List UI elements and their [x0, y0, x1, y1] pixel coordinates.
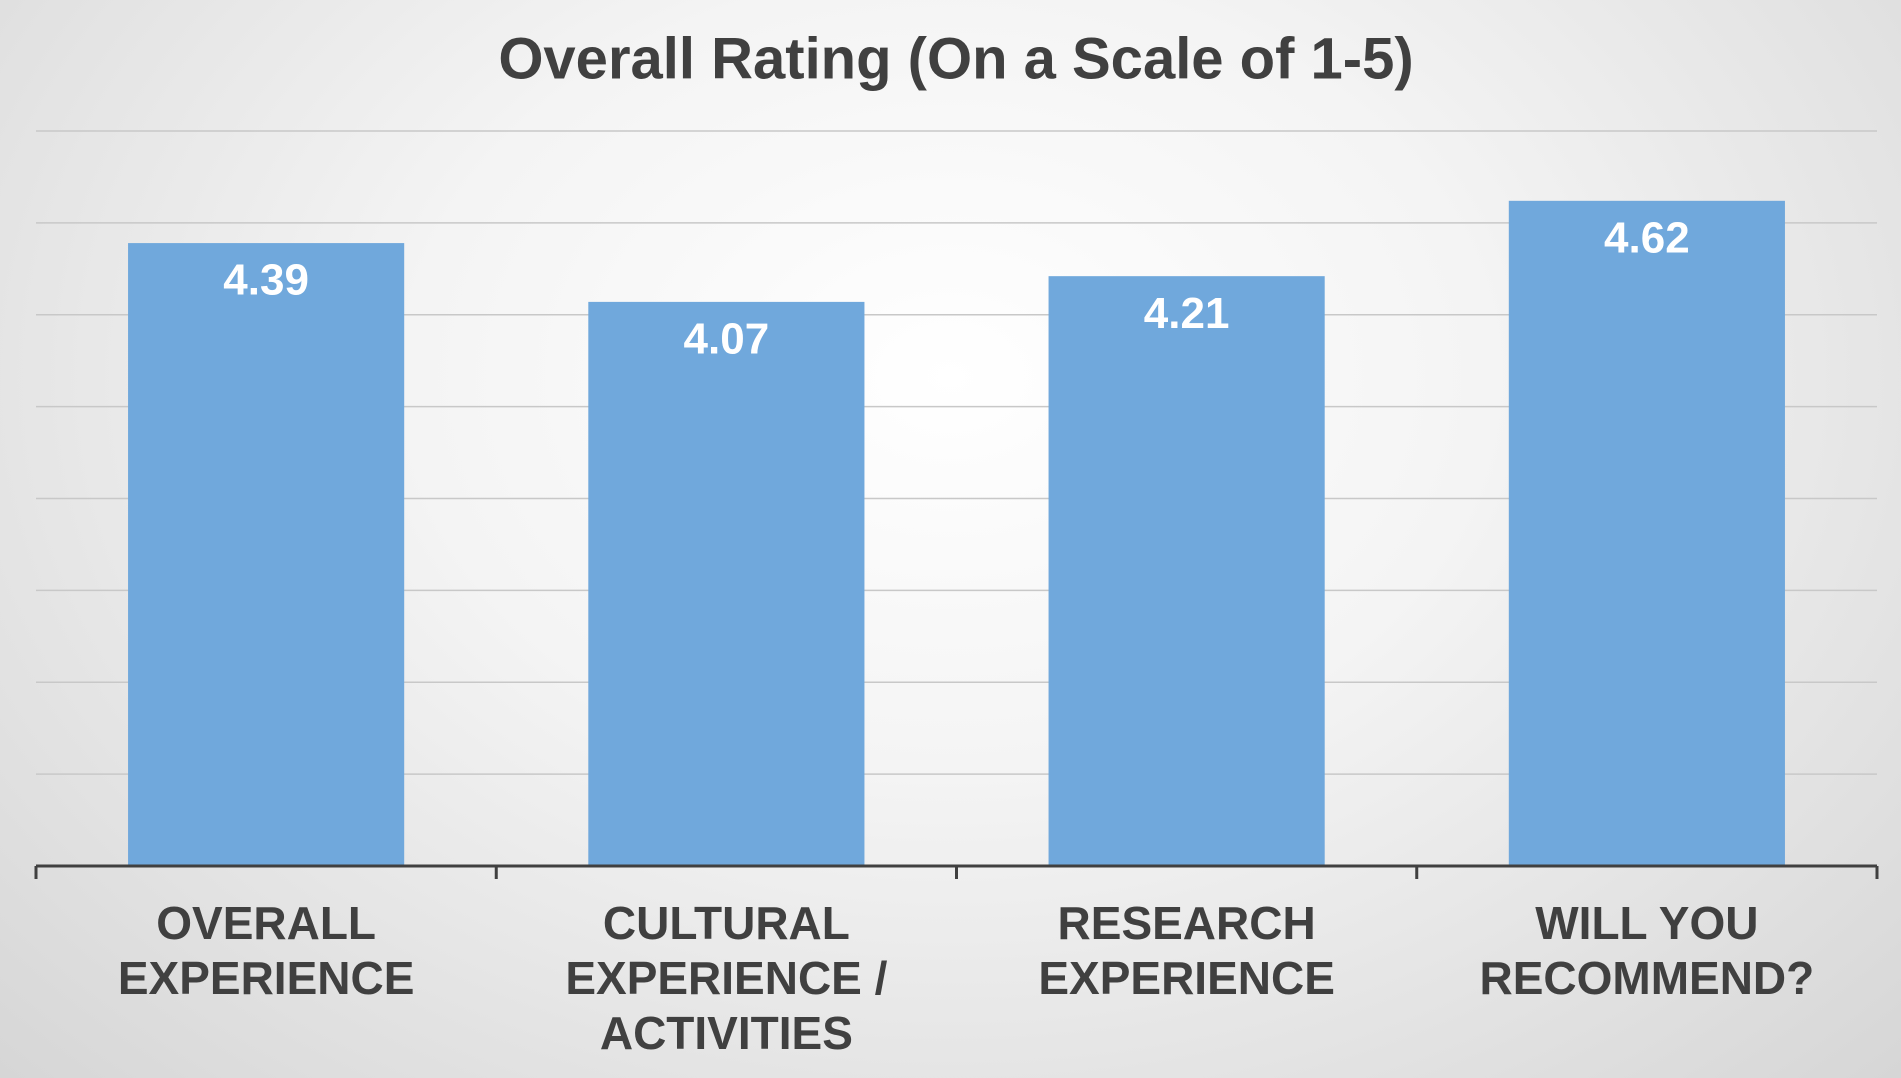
bar [1508, 200, 1785, 866]
chart-title: Overall Rating (On a Scale of 1-5) [498, 26, 1413, 91]
x-tick-label: CULTURAL EXPERIENCE / ACTIVITIES [565, 897, 888, 1059]
x-tick-label: RESEARCH EXPERIENCE [1038, 897, 1335, 1004]
bar [128, 243, 405, 866]
x-tick-label: WILL YOU RECOMMEND? [1479, 897, 1815, 1004]
value-label: 4.21 [1144, 289, 1230, 338]
value-label: 4.07 [684, 315, 770, 364]
bar [1048, 276, 1325, 867]
bar [588, 301, 865, 866]
value-label: 4.39 [223, 256, 309, 305]
x-tick-label: OVERALL EXPERIENCE [117, 897, 415, 1004]
value-label: 4.62 [1604, 213, 1690, 262]
